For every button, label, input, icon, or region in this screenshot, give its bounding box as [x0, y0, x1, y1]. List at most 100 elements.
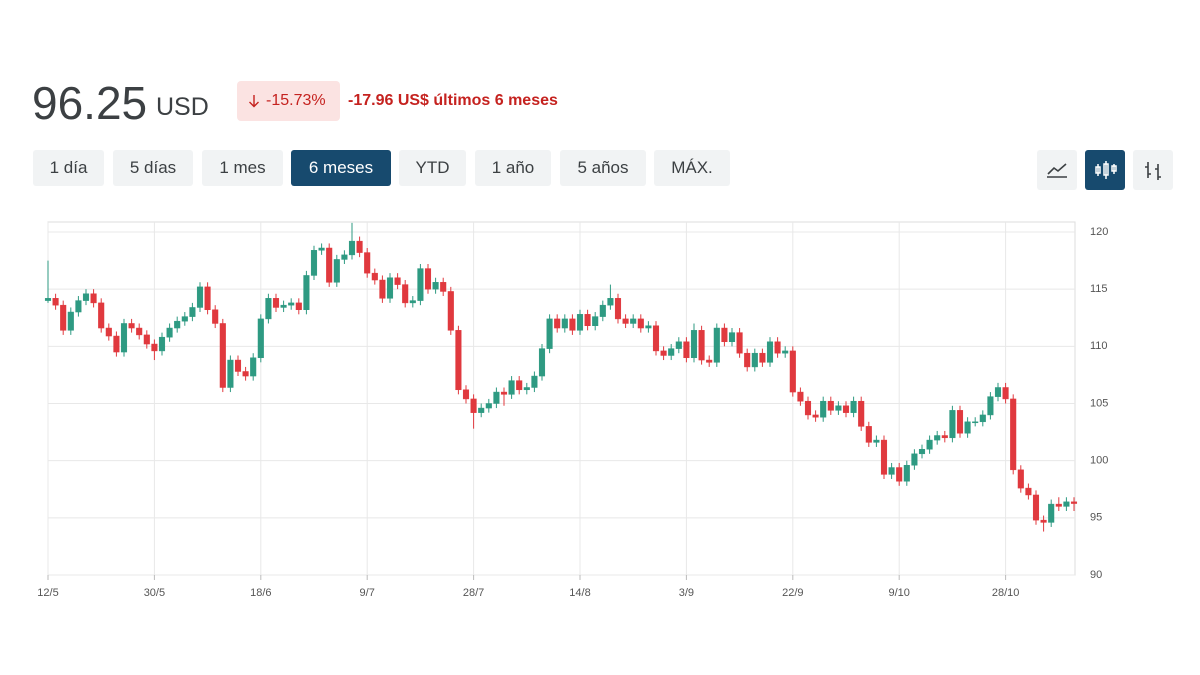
candle-body — [956, 410, 964, 434]
candle-icon — [1095, 161, 1117, 179]
candle-body — [470, 398, 477, 413]
candle-body — [827, 400, 834, 411]
y-tick-label: 115 — [1090, 283, 1108, 295]
y-tick-label: 120 — [1090, 226, 1108, 238]
candle-body — [295, 302, 302, 310]
change-percent: -15.73% — [266, 92, 326, 109]
candle-body — [1040, 519, 1047, 523]
x-tick-label: 28/7 — [463, 587, 484, 599]
candle-body — [455, 330, 462, 391]
range-button[interactable]: YTD — [399, 150, 466, 186]
candle-body — [136, 327, 143, 336]
candle-body — [736, 332, 743, 354]
candle-body — [987, 396, 994, 416]
candle-body — [964, 421, 971, 434]
candle-body — [721, 327, 728, 343]
range-button[interactable]: 5 días — [113, 150, 193, 186]
candle-body — [546, 318, 553, 349]
currency: USD — [156, 93, 209, 121]
candle-body — [128, 323, 135, 329]
candle-body — [1048, 503, 1055, 523]
candle-body — [637, 318, 644, 329]
candle-body — [424, 268, 432, 290]
ohlc-icon — [1145, 162, 1161, 180]
chart: 90 95 100 105 110 115 120 12/5 30/5 18/6 9/7 28/7 14… — [37, 221, 1108, 599]
candle-body — [508, 380, 515, 395]
candle-body — [166, 327, 173, 338]
candle-body — [341, 254, 348, 260]
candle-body — [660, 350, 667, 356]
candle-body — [1032, 494, 1040, 521]
candle-body — [379, 279, 386, 299]
candle-body — [394, 277, 401, 285]
candle-body — [599, 304, 606, 317]
candle-body — [265, 298, 272, 320]
candle-body — [60, 304, 67, 331]
candle-body — [561, 318, 568, 329]
candle-body — [402, 284, 409, 304]
candle-body — [918, 448, 926, 455]
candle-body — [554, 318, 561, 329]
candle-body — [212, 309, 219, 324]
candle-body — [1025, 487, 1032, 496]
candle-body — [462, 389, 470, 400]
range-button[interactable]: 5 años — [560, 150, 646, 186]
candle-body — [113, 335, 120, 353]
candle-body — [896, 467, 903, 482]
candle-chart-button[interactable] — [1085, 150, 1125, 190]
candle-body — [728, 332, 736, 343]
candle-body — [652, 325, 660, 352]
ohlc-chart-button[interactable] — [1133, 150, 1173, 190]
candle-body — [820, 400, 827, 418]
range-button[interactable]: 1 día — [33, 150, 104, 186]
candle-body — [683, 341, 690, 359]
candle-body — [668, 348, 675, 356]
candle-body — [934, 435, 941, 441]
candle-body — [1070, 501, 1078, 504]
range-button[interactable]: 1 mes — [202, 150, 283, 186]
candle-body — [592, 316, 599, 327]
line-chart-button[interactable] — [1037, 150, 1077, 190]
candle-body — [478, 407, 485, 413]
change-label: US$ últimos 6 meses — [397, 92, 558, 109]
candle-body — [1017, 469, 1024, 489]
change-amount: -17.96 — [348, 92, 394, 109]
range-button[interactable]: 1 año — [475, 150, 551, 186]
x-tick-label: 30/5 — [144, 587, 165, 599]
candle-body — [645, 325, 652, 329]
candle-body — [607, 298, 614, 306]
candle-body — [409, 300, 416, 304]
candle-body — [204, 286, 211, 310]
candle-body — [789, 350, 796, 393]
candle-body — [364, 252, 371, 274]
candle-body — [538, 348, 546, 377]
x-tick-label: 18/6 — [250, 587, 271, 599]
candle-body — [531, 375, 538, 388]
candle-body — [774, 341, 781, 354]
candle-body — [1063, 501, 1070, 507]
candle-body — [356, 240, 363, 253]
candle-body — [1055, 503, 1062, 507]
x-tick-label: 12/5 — [37, 587, 58, 599]
candle-body — [242, 371, 249, 377]
candle-body — [880, 439, 888, 475]
candle-body — [234, 359, 242, 372]
candle-body — [994, 387, 1002, 397]
candle-body — [622, 318, 629, 324]
candle-body — [850, 400, 857, 413]
candle-body — [903, 464, 910, 482]
candle-body — [67, 311, 74, 331]
candle-body — [90, 293, 97, 304]
candle-body — [105, 327, 112, 337]
candle-body — [44, 298, 52, 301]
range-button[interactable]: 6 meses — [291, 150, 391, 186]
candle-body — [873, 439, 880, 443]
candle-body — [227, 359, 234, 388]
candle-body — [432, 282, 439, 290]
range-button[interactable]: MÁX. — [654, 150, 730, 186]
x-tick-label: 3/9 — [679, 587, 694, 599]
x-tick-label: 28/10 — [992, 587, 1020, 599]
candle-body — [1010, 398, 1017, 471]
candle-body — [181, 316, 188, 322]
candle-body — [310, 250, 318, 276]
